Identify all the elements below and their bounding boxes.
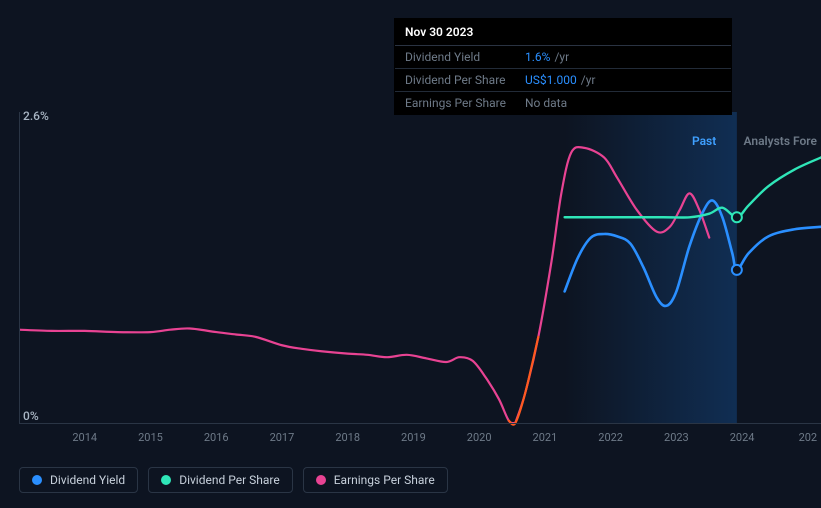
dividend-chart: 2.6% 0% Past Analysts Fore 2014201520162… [0, 0, 821, 508]
x-axis-tick-label: 2019 [401, 431, 426, 444]
tooltip-row: Dividend Yield1.6% /yr [395, 46, 731, 69]
legend-label: Earnings Per Share [334, 473, 435, 487]
legend-item-dividend-per-share[interactable]: Dividend Per Share [148, 467, 293, 493]
legend: Dividend Yield Dividend Per Share Earnin… [19, 467, 448, 493]
x-axis-tick-label: 2023 [664, 431, 689, 444]
x-axis-tick-label: 2015 [138, 431, 163, 444]
tooltip: Nov 30 2023 Dividend Yield1.6%/yrDividen… [394, 18, 732, 115]
legend-label: Dividend Per Share [179, 473, 280, 487]
tooltip-value: US$1.000 [525, 73, 577, 87]
y-axis-max-label: 2.6% [23, 109, 49, 123]
tooltip-key: Dividend Yield [405, 50, 525, 64]
tooltip-date: Nov 30 2023 [395, 19, 731, 46]
x-axis-line [19, 423, 821, 424]
x-axis-labels: 2014 2015 2016 2017 2018 2019 2020 2021 2022 2023… [19, 431, 821, 447]
period-label-past: Past [692, 134, 716, 148]
tooltip-value: No data [525, 96, 567, 110]
x-axis-tick-label: 2021 [533, 431, 558, 444]
tooltip-value: 1.6% [525, 50, 550, 64]
tooltip-row: Earnings Per ShareNo data [395, 92, 731, 114]
period-label-forecast: Analysts Fore [744, 134, 817, 148]
legend-label: Dividend Yield [50, 473, 125, 487]
x-axis-tick-label: 2020 [467, 431, 492, 444]
y-axis-min-label: 0% [23, 409, 39, 423]
x-axis-tick-label: 2018 [335, 431, 360, 444]
x-axis-tick-label: 2014 [72, 431, 97, 444]
tooltip-unit: /yr [581, 73, 596, 87]
legend-dot [32, 475, 42, 485]
tooltip-unit: /yr [554, 50, 569, 64]
y-axis-line [19, 112, 20, 423]
legend-item-earnings-per-share[interactable]: Earnings Per Share [303, 467, 448, 493]
x-axis-tick-label: 2017 [270, 431, 295, 444]
tooltip-key: Earnings Per Share [405, 96, 525, 110]
x-axis-tick-label: 2022 [598, 431, 623, 444]
tooltip-row: Dividend Per ShareUS$1.000/yr [395, 69, 731, 92]
legend-dot [316, 475, 326, 485]
x-axis-tick-label: 2024 [730, 431, 755, 444]
legend-item-dividend-yield[interactable]: Dividend Yield [19, 467, 138, 493]
legend-dot [161, 475, 171, 485]
x-axis-tick-label: 202 [799, 431, 818, 444]
tooltip-key: Dividend Per Share [405, 73, 525, 87]
x-axis-tick-label: 2016 [204, 431, 229, 444]
